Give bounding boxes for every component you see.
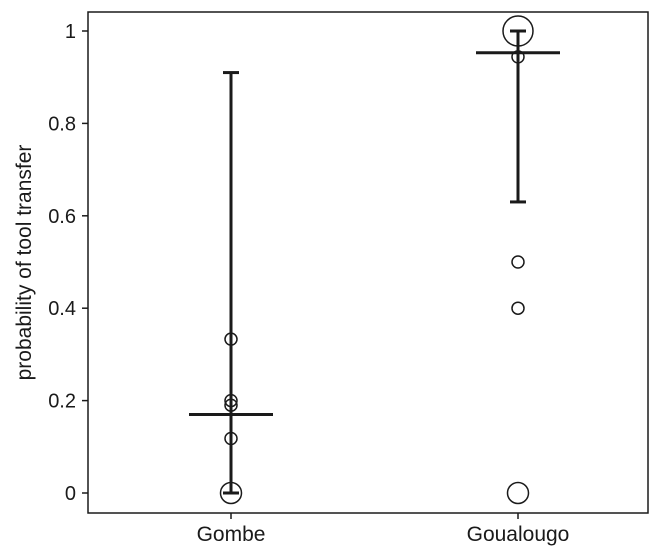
y-tick-label: 0.2 <box>48 391 76 413</box>
estimates <box>189 29 560 495</box>
y-axis-title: probability of tool transfer <box>13 145 36 381</box>
y-tick-label: 0 <box>65 483 76 505</box>
x-tick-label: Gombe <box>197 523 266 546</box>
data-point <box>511 255 525 269</box>
x-tick-label: Goualougo <box>467 523 570 546</box>
y-tick-label: 1 <box>65 21 76 43</box>
plot-panel <box>87 11 649 514</box>
y-tick-label: 0.4 <box>48 298 76 320</box>
y-axis: 0 0.2 0.4 0.6 0.8 1 <box>48 21 88 505</box>
data-point <box>511 301 525 315</box>
y-tick-label: 0.6 <box>48 206 76 228</box>
x-axis: Gombe Goualougo <box>197 513 570 546</box>
data-point <box>506 481 530 505</box>
y-tick-label: 0.8 <box>48 113 76 135</box>
